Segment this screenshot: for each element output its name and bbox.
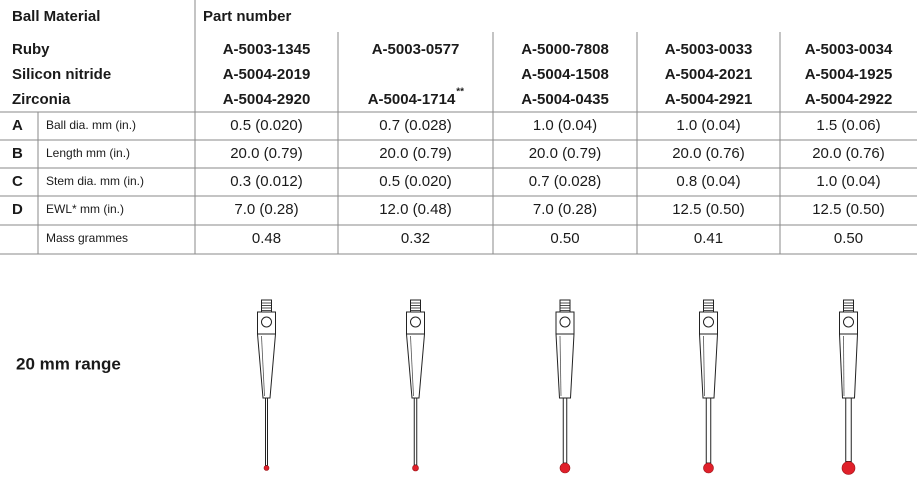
part-number: A-5004-0435: [521, 91, 609, 108]
spec-value: 0.8 (0.04): [676, 173, 740, 190]
taper: [700, 334, 718, 398]
stylus-drawing: [407, 300, 425, 471]
part-number: A-5004-2921: [665, 91, 753, 108]
footnote-mark: **: [456, 87, 464, 98]
spec-value: 20.0 (0.79): [379, 145, 452, 162]
part-number: A-5004-2920: [223, 91, 311, 108]
spec-value: 12.5 (0.50): [672, 201, 745, 218]
part-number: A-5004-2019: [223, 66, 311, 83]
part-number: A-5003-0033: [665, 41, 753, 58]
stylus-drawing: [258, 300, 276, 471]
spec-value: 0.5 (0.020): [379, 173, 452, 190]
stem: [563, 398, 567, 463]
spec-value: 0.48: [252, 230, 281, 247]
taper-edge: [844, 336, 845, 396]
spec-letter: B: [12, 145, 23, 162]
spec-value: 20.0 (0.79): [529, 145, 602, 162]
spec-value: 0.41: [694, 230, 723, 247]
flat: [411, 317, 421, 327]
material-header: Ball Material: [12, 8, 100, 25]
spec-value: 12.0 (0.48): [379, 201, 452, 218]
stylus-table: Ball Material Part number 20 mm range Ru…: [0, 0, 917, 478]
stem: [846, 398, 852, 462]
spec-label: EWL* mm (in.): [46, 202, 124, 216]
spec-value: 0.7 (0.028): [379, 117, 452, 134]
spec-value: 20.0 (0.79): [230, 145, 303, 162]
material-name: Zirconia: [12, 91, 71, 108]
material-name: Ruby: [12, 41, 50, 58]
spec-value: 1.5 (0.06): [816, 117, 880, 134]
spec-label: Stem dia. mm (in.): [46, 174, 144, 188]
part-number: A-5003-0034: [805, 41, 893, 58]
taper: [407, 334, 425, 398]
spec-value: 0.7 (0.028): [529, 173, 602, 190]
spec-letter: C: [12, 173, 23, 190]
spec-value: 0.50: [834, 230, 863, 247]
part-number: A-5004-1508: [521, 66, 609, 83]
part-header: Part number: [203, 8, 292, 25]
range-label: 20 mm range: [16, 354, 121, 373]
part-number: A-5004-2021: [665, 66, 753, 83]
spec-value: 0.32: [401, 230, 430, 247]
spec-label: Length mm (in.): [46, 146, 130, 160]
stem: [266, 398, 268, 466]
spec-value: 20.0 (0.76): [672, 145, 745, 162]
spec-value: 0.50: [550, 230, 579, 247]
spec-value: 1.0 (0.04): [533, 117, 597, 134]
taper: [258, 334, 276, 398]
part-number: A-5000-7808: [521, 41, 609, 58]
stylus-drawing: [840, 300, 858, 475]
ball: [842, 462, 855, 475]
ball: [560, 463, 570, 473]
spec-letter: A: [12, 117, 23, 134]
ball: [413, 465, 419, 471]
material-name: Silicon nitride: [12, 66, 111, 83]
spec-letter: D: [12, 201, 23, 218]
flat: [704, 317, 714, 327]
taper: [556, 334, 574, 398]
stylus-drawing: [700, 300, 718, 473]
spec-value: 7.0 (0.28): [234, 201, 298, 218]
spec-label: Mass grammes: [46, 231, 128, 245]
part-number: A-5003-0577: [372, 41, 460, 58]
part-number: A-5004-2922: [805, 91, 893, 108]
ball: [264, 466, 269, 471]
spec-value: 1.0 (0.04): [816, 173, 880, 190]
stem: [414, 398, 417, 465]
spec-value: 20.0 (0.76): [812, 145, 885, 162]
spec-value: 12.5 (0.50): [812, 201, 885, 218]
spec-label: Ball dia. mm (in.): [46, 118, 136, 132]
part-number: A-5004-1714: [368, 91, 456, 108]
flat: [560, 317, 570, 327]
part-number: A-5004-1925: [805, 66, 893, 83]
stem: [706, 398, 711, 463]
spec-value: 0.5 (0.020): [230, 117, 303, 134]
flat: [262, 317, 272, 327]
spec-value: 7.0 (0.28): [533, 201, 597, 218]
ball: [704, 463, 714, 473]
part-number: A-5003-1345: [223, 41, 311, 58]
flat: [844, 317, 854, 327]
spec-value: 0.3 (0.012): [230, 173, 303, 190]
taper: [840, 334, 858, 398]
stylus-drawing: [556, 300, 574, 473]
spec-value: 1.0 (0.04): [676, 117, 740, 134]
